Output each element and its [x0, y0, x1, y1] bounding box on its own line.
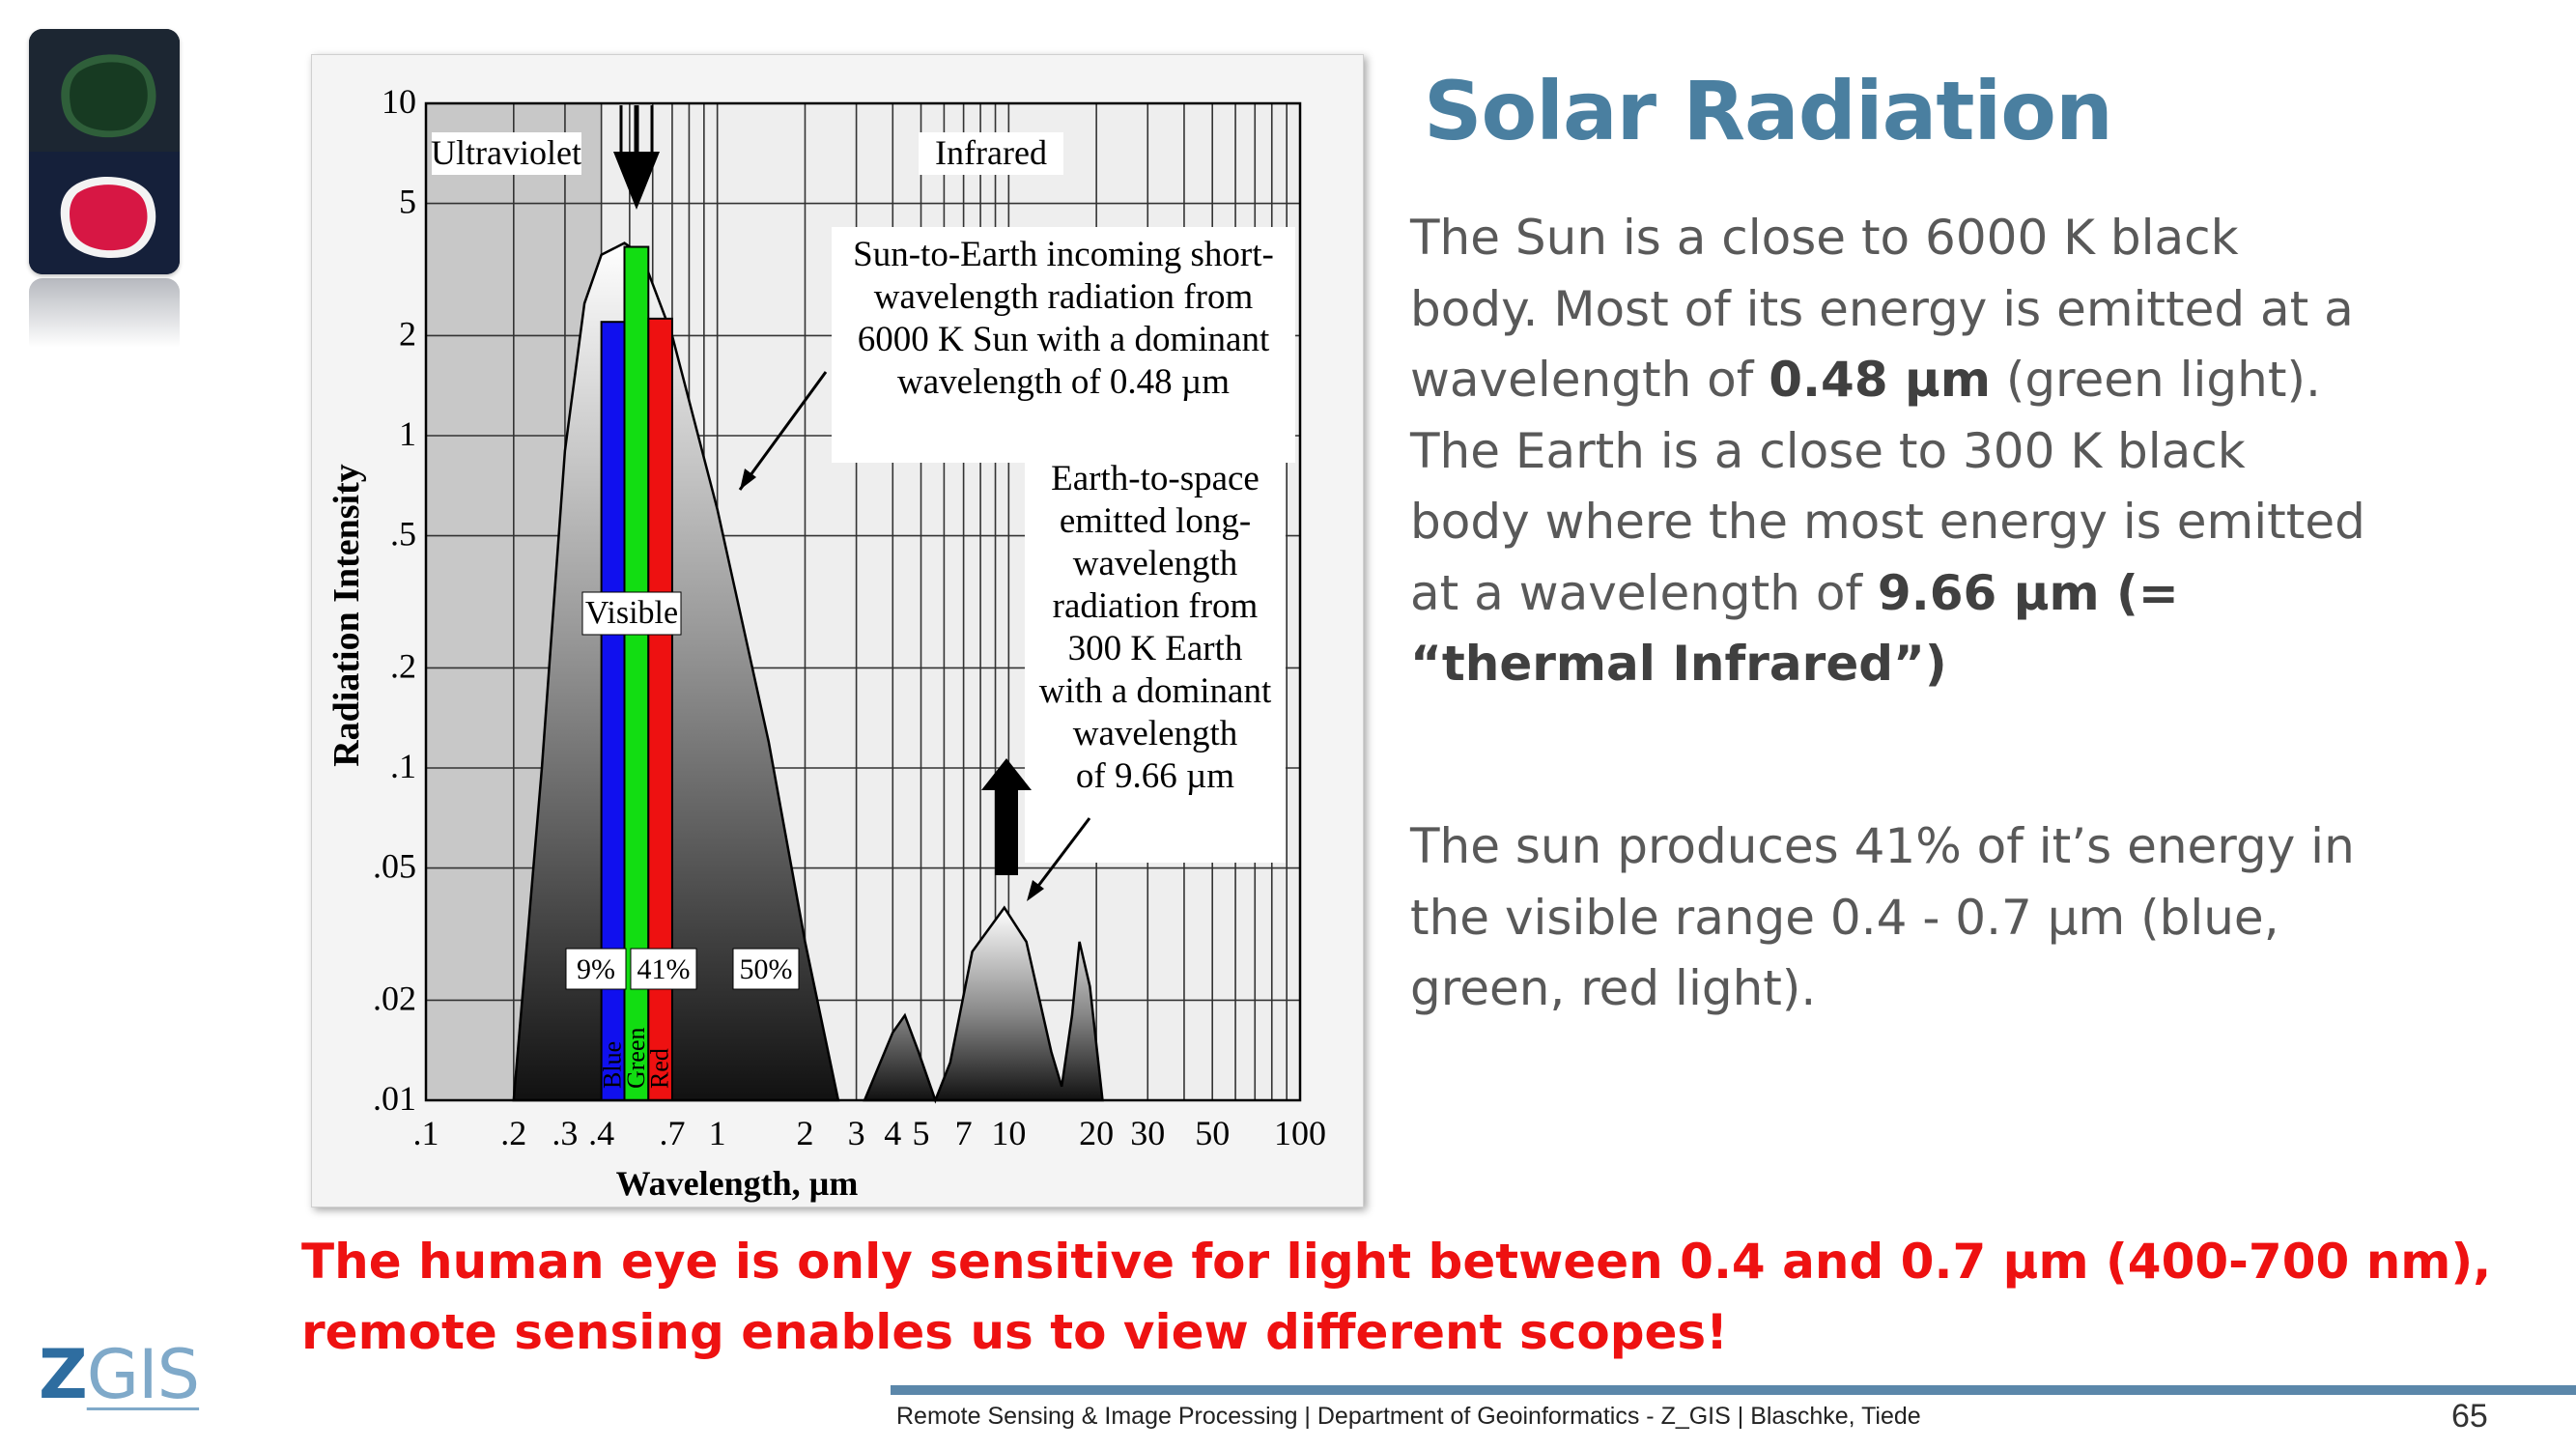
- sun-peak-arrow-head: [613, 152, 660, 210]
- plot-border: [424, 101, 1302, 1102]
- band-label-red: Red: [646, 1048, 674, 1089]
- x-tick-label: 4: [884, 1114, 901, 1152]
- earth-annotation-line: with a dominant: [1039, 671, 1272, 711]
- sun-annotation-line: 6000 K Sun with a dominant: [858, 320, 1270, 359]
- y-tick-label: 10: [382, 82, 416, 121]
- logo-z: Z: [39, 1335, 88, 1414]
- band-label-blue: Blue: [599, 1041, 627, 1089]
- x-tick-label: 5: [913, 1114, 930, 1152]
- paragraph-text: The Sun is a close to 6000 K black body.…: [1410, 210, 2354, 408]
- x-tick-label: 50: [1195, 1114, 1230, 1152]
- y-tick-label: 5: [399, 183, 416, 221]
- x-tick-label: .7: [659, 1114, 685, 1152]
- x-tick-label: 1: [709, 1114, 726, 1152]
- y-tick-label: 2: [399, 314, 416, 353]
- body-paragraph-energy: The Sun is a close to 6000 K black body.…: [1410, 203, 2376, 700]
- x-tick-label: .3: [552, 1114, 578, 1152]
- x-tick-label: 7: [955, 1114, 973, 1152]
- earth-annotation-line: wavelength: [1073, 544, 1238, 583]
- logo-gis: GIS: [86, 1335, 200, 1414]
- earth-annotation-line: 300 K Earth: [1068, 629, 1243, 668]
- earth-annotation-pointer: [1031, 817, 1091, 895]
- page-number: 65: [2451, 1398, 2488, 1435]
- share-label-box: [565, 948, 627, 990]
- note-line-2: remote sensing enables us to view differ…: [301, 1304, 1728, 1360]
- y-tick-label: .05: [373, 847, 416, 886]
- x-tick-label: .4: [588, 1114, 614, 1152]
- earth-peak-wavelength: 9.66 µm (= “thermal Infrared”): [1410, 564, 2179, 693]
- x-tick-label: 2: [796, 1114, 813, 1152]
- y-axis-label: Radiation Intensity: [326, 464, 367, 767]
- body-paragraph-visible: The sun produces 41% of it’s energy in t…: [1410, 818, 2355, 1016]
- band-label-green: Green: [622, 1027, 650, 1089]
- x-tick-label: 10: [991, 1114, 1026, 1152]
- x-tick-label: 30: [1130, 1114, 1165, 1152]
- infrared-label: Infrared: [935, 133, 1047, 172]
- y-tick-label: .02: [373, 979, 416, 1017]
- earth-annotation-line: of 9.66 µm: [1076, 756, 1234, 796]
- thumbnail-reflection: [29, 278, 180, 355]
- x-tick-label: 100: [1274, 1114, 1326, 1152]
- share-label-box: [732, 948, 800, 990]
- visible-share-label: 41%: [637, 953, 691, 985]
- sun-annotation-pointer: [738, 371, 828, 491]
- sun-annotation-box: [832, 227, 1295, 463]
- footer-bar: [891, 1385, 2576, 1395]
- sun-annotation-pointer-head: [740, 469, 756, 490]
- sun-annotation-line: wavelength of 0.48 µm: [897, 362, 1230, 402]
- earth-emission-up-arrow: [981, 758, 1032, 875]
- y-tick-label: .2: [390, 646, 416, 685]
- y-tick-label: .01: [373, 1079, 416, 1118]
- share-label-box: [630, 948, 697, 990]
- sun-annotation-line: Sun-to-Earth incoming short-: [853, 235, 1274, 274]
- visible-label: Visible: [585, 595, 678, 631]
- earth-annotation-box: [1025, 451, 1286, 863]
- y-tick-label: .5: [390, 515, 416, 554]
- earth-annotation-line: emitted long-: [1060, 501, 1251, 541]
- earth-radiation-curve: [863, 905, 1104, 1104]
- satellite-thumbnail-icon: [29, 29, 180, 274]
- y-tick-label: .1: [390, 747, 416, 785]
- eye-sensitivity-note: The human eye is only sensitive for ligh…: [301, 1227, 2523, 1368]
- visible-label-box: [581, 591, 682, 636]
- radiation-chart-frame: Blue Green Red Ultraviolet Infrared Visible 9%…: [311, 54, 1364, 1208]
- ultraviolet-label: Ultraviolet: [431, 133, 581, 172]
- earth-annotation-line: wavelength: [1073, 714, 1238, 753]
- x-axis-label: Wavelength, µm: [616, 1164, 859, 1203]
- y-tick-label: 1: [399, 414, 416, 453]
- x-tick-label: 3: [848, 1114, 865, 1152]
- ultraviolet-label-box: [432, 132, 581, 175]
- earth-annotation-pointer-head: [1027, 880, 1044, 901]
- zgis-logo: ZGIS: [39, 1335, 200, 1414]
- uv-share-label: 9%: [577, 953, 615, 985]
- slide-title: Solar Radiation: [1424, 64, 2113, 158]
- x-tick-label: .2: [500, 1114, 526, 1152]
- earth-annotation-line: radiation from: [1053, 586, 1259, 626]
- x-tick-label: .1: [413, 1114, 439, 1152]
- sun-peak-wavelength: 0.48 µm: [1769, 352, 1991, 408]
- thumbnail-stack: [29, 29, 182, 355]
- ir-share-label: 50%: [740, 953, 793, 985]
- x-tick-label: 20: [1079, 1114, 1114, 1152]
- earth-annotation-line: Earth-to-space: [1051, 459, 1260, 498]
- footer-text: Remote Sensing & Image Processing | Depa…: [896, 1403, 1921, 1430]
- paragraph-text: (green light). The Earth is a close to 3…: [1410, 352, 2365, 621]
- note-line-1: The human eye is only sensitive for ligh…: [301, 1234, 2492, 1290]
- sun-annotation-line: wavelength radiation from: [874, 277, 1254, 317]
- infrared-label-box: [919, 132, 1063, 175]
